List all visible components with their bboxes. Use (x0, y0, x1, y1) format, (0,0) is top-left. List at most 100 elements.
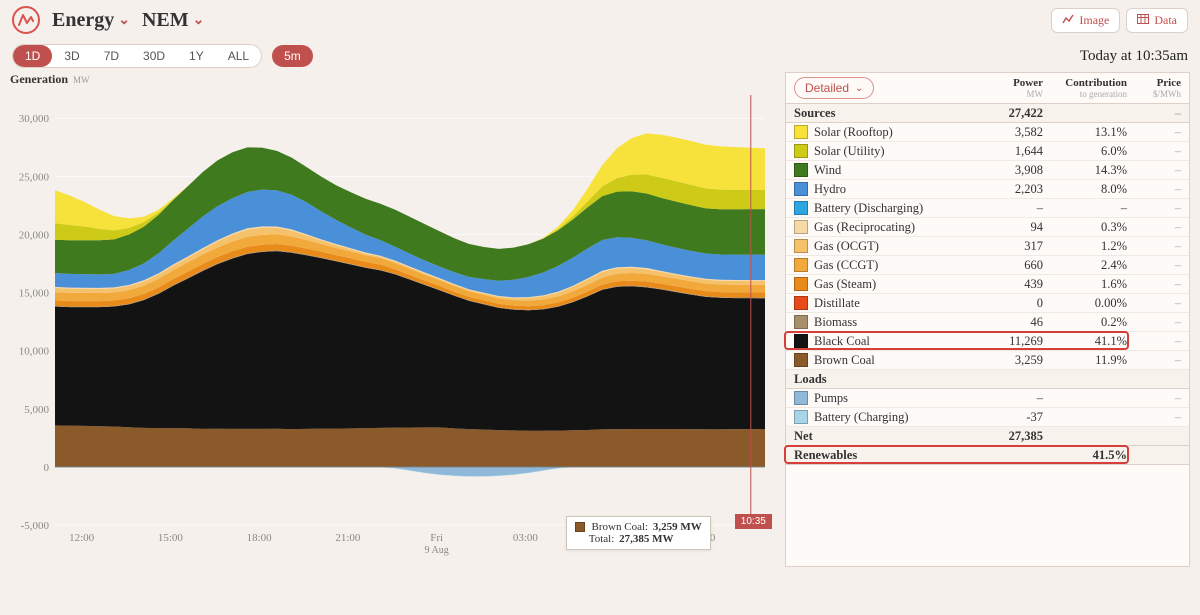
color-swatch (794, 182, 808, 196)
power-value: 3,908 (971, 163, 1043, 178)
sources-heading: Sources 27,422 – (786, 104, 1189, 123)
view-dropdown-label: Energy (52, 9, 114, 32)
contribution-value: 13.1% (1043, 125, 1127, 140)
svg-text:15:00: 15:00 (158, 532, 184, 544)
range-3d[interactable]: 3D (52, 45, 91, 67)
source-row[interactable]: Biomass460.2%– (786, 313, 1189, 332)
contribution-value: 11.9% (1043, 353, 1127, 368)
source-row[interactable]: Gas (OCGT)3171.2%– (786, 237, 1189, 256)
source-row[interactable]: Gas (Reciprocating)940.3%– (786, 218, 1189, 237)
main: Generation MW -5,00005,00010,00015,00020… (0, 70, 1200, 567)
tooltip-line1-label: Brown Coal: (592, 521, 649, 533)
svg-text:Fri: Fri (430, 532, 443, 544)
tooltip-swatch (575, 522, 585, 532)
contribution-value: 8.0% (1043, 182, 1127, 197)
col-price-label: Price (1127, 77, 1181, 89)
color-swatch (794, 391, 808, 405)
range-1y[interactable]: 1Y (177, 45, 216, 67)
interval-button[interactable]: 5m (272, 45, 313, 67)
chevron-down-icon: ⌄ (855, 83, 863, 94)
power-value: 2,203 (971, 182, 1043, 197)
table-header: Detailed ⌄ Power MW Contribution to gene… (786, 73, 1189, 104)
contribution-value: 0.3% (1043, 220, 1127, 235)
source-row[interactable]: Gas (Steam)4391.6%– (786, 275, 1189, 294)
source-name: Gas (Steam) (814, 277, 971, 292)
price-value: – (1127, 239, 1181, 254)
region-dropdown[interactable]: NEM ⌄ (142, 9, 204, 32)
power-value: 94 (971, 220, 1043, 235)
range-all[interactable]: ALL (216, 45, 261, 67)
source-row[interactable]: Solar (Utility)1,6446.0%– (786, 142, 1189, 161)
svg-text:5,000: 5,000 (24, 404, 49, 416)
range-30d[interactable]: 30D (131, 45, 177, 67)
detail-toggle[interactable]: Detailed ⌄ (794, 77, 874, 99)
source-row[interactable]: Hydro2,2038.0%– (786, 180, 1189, 199)
power-value: 3,259 (971, 353, 1043, 368)
chart-title-text: Generation (10, 72, 68, 86)
contribution-value: 0.2% (1043, 315, 1127, 330)
net-value: 27,385 (971, 429, 1043, 444)
area-chart[interactable]: -5,00005,00010,00015,00020,00025,00030,0… (10, 87, 770, 567)
source-row[interactable]: Gas (CCGT)6602.4%– (786, 256, 1189, 275)
table-icon (1137, 13, 1149, 28)
source-row[interactable]: Brown Coal3,25911.9%– (786, 351, 1189, 370)
contribution-value: – (1043, 201, 1127, 216)
load-row[interactable]: Pumps–– (786, 389, 1189, 408)
cursor-x-label: 10:35 (735, 514, 772, 529)
header: Energy ⌄ NEM ⌄ Image Data (0, 0, 1200, 38)
contribution-value: 41.1% (1043, 334, 1127, 349)
data-export-button[interactable]: Data (1126, 8, 1188, 33)
chevron-down-icon: ⌄ (193, 12, 205, 29)
source-row[interactable]: Distillate00.00%– (786, 294, 1189, 313)
loads-label: Loads (794, 372, 971, 387)
col-power-sub: MW (971, 89, 1043, 99)
source-name: Gas (OCGT) (814, 239, 971, 254)
chart-tooltip: Brown Coal: 3,259 MW Total: 27,385 MW (566, 516, 711, 550)
source-row[interactable]: Battery (Discharging)––– (786, 199, 1189, 218)
contribution-value: 14.3% (1043, 163, 1127, 178)
power-value: 11,269 (971, 334, 1043, 349)
range-row: 1D3D7D30D1YALL 5m Today at 10:35am (0, 38, 1200, 70)
chart-column: Generation MW -5,00005,00010,00015,00020… (10, 72, 779, 567)
range-1d[interactable]: 1D (13, 45, 52, 67)
chart-icon (1062, 13, 1074, 28)
chevron-down-icon: ⌄ (118, 12, 130, 29)
color-swatch (794, 163, 808, 177)
source-row[interactable]: Black Coal11,26941.1%– (786, 332, 1189, 351)
image-export-button[interactable]: Image (1051, 8, 1120, 33)
svg-text:21:00: 21:00 (335, 532, 361, 544)
source-row[interactable]: Wind3,90814.3%– (786, 161, 1189, 180)
load-row[interactable]: Battery (Charging)-37– (786, 408, 1189, 427)
color-swatch (794, 277, 808, 291)
power-value: 0 (971, 296, 1043, 311)
svg-text:0: 0 (44, 462, 50, 474)
renewables-row: Renewables 41.5% (786, 446, 1189, 465)
contribution-value: 1.6% (1043, 277, 1127, 292)
col-contrib-label: Contribution (1043, 77, 1127, 89)
range-7d[interactable]: 7D (92, 45, 131, 67)
net-row: Net 27,385 (786, 427, 1189, 446)
source-name: Biomass (814, 315, 971, 330)
detail-toggle-label: Detailed (805, 81, 849, 95)
color-swatch (794, 296, 808, 310)
svg-text:20,000: 20,000 (19, 229, 50, 241)
contribution-value: 2.4% (1043, 258, 1127, 273)
renewables-label: Renewables (794, 448, 971, 463)
source-name: Distillate (814, 296, 971, 311)
view-dropdown[interactable]: Energy ⌄ (52, 9, 130, 32)
color-swatch (794, 201, 808, 215)
source-row[interactable]: Solar (Rooftop)3,58213.1%– (786, 123, 1189, 142)
image-export-label: Image (1079, 13, 1109, 28)
source-name: Gas (Reciprocating) (814, 220, 971, 235)
interval-label: 5m (284, 49, 301, 63)
price-value: – (1127, 144, 1181, 159)
svg-text:10,000: 10,000 (19, 346, 50, 358)
source-name: Brown Coal (814, 353, 971, 368)
region-dropdown-label: NEM (142, 9, 189, 32)
data-table: Detailed ⌄ Power MW Contribution to gene… (785, 72, 1190, 567)
sources-total: 27,422 (971, 106, 1043, 121)
logo (12, 6, 40, 34)
source-name: Solar (Rooftop) (814, 125, 971, 140)
contribution-value: 0.00% (1043, 296, 1127, 311)
svg-text:-5,000: -5,000 (21, 520, 50, 532)
